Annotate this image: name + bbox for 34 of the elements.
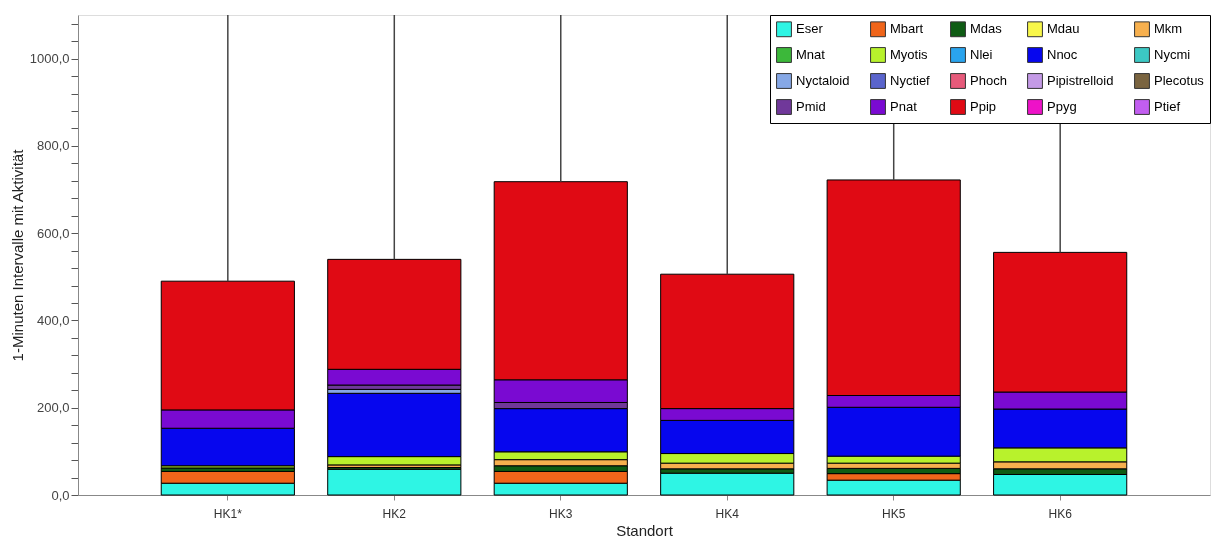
legend-label: Mkm bbox=[1154, 21, 1183, 37]
y-tick-label: 200,0 bbox=[36, 400, 70, 416]
x-tick-label: HK2 bbox=[382, 506, 407, 521]
legend-label: Ppip bbox=[970, 99, 997, 114]
y-axis-title: 1-Minuten Intervalle mit Aktivität bbox=[8, 148, 26, 362]
y-tick-label: 400,0 bbox=[36, 312, 70, 328]
legend-label: Nycmi bbox=[1154, 47, 1191, 62]
legend-label: Pnat bbox=[890, 99, 918, 114]
legend-label: Mdau bbox=[1047, 21, 1080, 37]
x-tick-label: HK5 bbox=[882, 506, 906, 521]
legend-label: Phoch bbox=[970, 73, 1007, 88]
legend-label: Mnat bbox=[796, 47, 826, 62]
legend-label: Myotis bbox=[890, 47, 929, 62]
legend-label: Nyctief bbox=[890, 73, 931, 88]
y-tick-label: 600,0 bbox=[36, 225, 70, 241]
x-tick-label: HK3 bbox=[549, 506, 573, 521]
legend-label: Nlei bbox=[970, 47, 993, 62]
legend-label: Eser bbox=[796, 21, 824, 37]
legend-label: Nnoc bbox=[1047, 47, 1078, 62]
legend-label: Nyctaloid bbox=[796, 73, 850, 88]
legend-label: Pipistrelloid bbox=[1047, 73, 1114, 88]
legend-label: Mdas bbox=[970, 21, 1003, 37]
x-axis-title: Standort bbox=[616, 521, 674, 539]
x-tick-label: HK6 bbox=[1048, 506, 1073, 521]
legend-label: Mbart bbox=[890, 21, 924, 37]
x-tick-label: HK1* bbox=[213, 506, 243, 521]
legend-label: Plecotus bbox=[1154, 73, 1205, 88]
y-tick-label: 0,0 bbox=[51, 487, 70, 503]
legend-label: Ptief bbox=[1154, 99, 1181, 114]
y-tick-label: 1000,0 bbox=[29, 51, 70, 67]
legend-label: Pmid bbox=[796, 99, 826, 114]
x-tick-label: HK4 bbox=[715, 506, 740, 521]
y-tick-label: 800,0 bbox=[36, 138, 70, 154]
legend-label: Ppyg bbox=[1047, 99, 1077, 114]
